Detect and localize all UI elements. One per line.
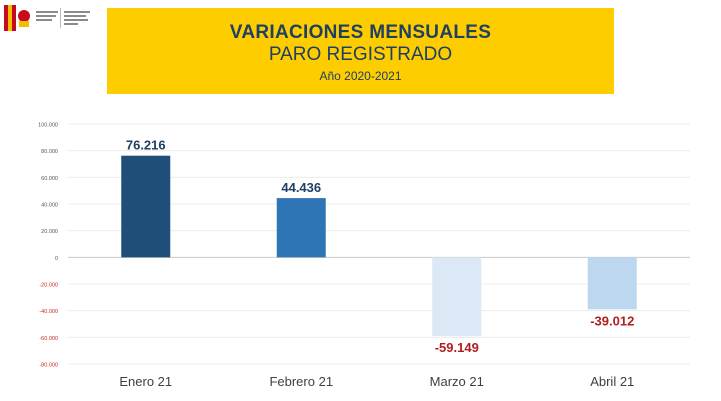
- y-tick-label: 20.000: [41, 229, 58, 235]
- y-tick-label: 40.000: [41, 203, 58, 209]
- y-tick-label: -20.000: [39, 283, 58, 289]
- y-tick-label: -40.000: [39, 309, 58, 315]
- bar: [121, 155, 171, 258]
- x-tick-label: Marzo 21: [430, 374, 484, 389]
- y-tick-label: -80.000: [39, 363, 58, 369]
- y-tick-label: 60.000: [41, 176, 58, 182]
- year-range: Año 2020-2021: [319, 69, 402, 83]
- data-label: -59.149: [435, 340, 479, 355]
- data-label: 76.216: [126, 138, 166, 153]
- y-tick-label: 100.000: [38, 123, 58, 129]
- y-tick-label: 80.000: [41, 149, 58, 155]
- bar: [587, 257, 637, 310]
- x-tick-label: Abril 21: [590, 374, 634, 389]
- y-tick-label: 0: [55, 256, 58, 262]
- x-tick-label: Febrero 21: [269, 374, 333, 389]
- bar: [432, 257, 482, 337]
- data-label: 44.436: [281, 180, 321, 195]
- page-subtitle: PARO REGISTRADO: [268, 44, 453, 65]
- title-banner: VARIACIONES MENSUALES PARO REGISTRADO Añ…: [107, 8, 614, 94]
- page-title: VARIACIONES MENSUALES: [229, 22, 492, 43]
- bar: [276, 198, 326, 258]
- y-tick-label: -60.000: [39, 336, 58, 342]
- data-label: -39.012: [590, 313, 634, 328]
- x-tick-label: Enero 21: [119, 374, 172, 389]
- ministry-logo: [4, 5, 94, 31]
